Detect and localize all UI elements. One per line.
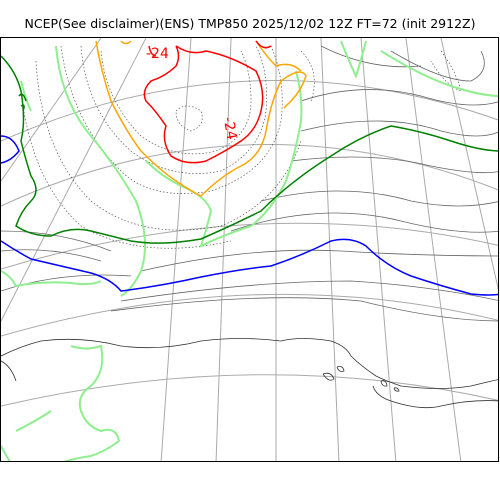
latitude-lines — [1, 80, 498, 407]
map-title: NCEP(See disclaimer)(ENS) TMP850 2025/12… — [24, 16, 476, 31]
red-isotherm — [143, 40, 272, 164]
dotted-contours — [20, 45, 462, 249]
green-isotherm — [1, 55, 498, 244]
longitude-lines — [1, 38, 498, 461]
map-panel: -24 -24 — [0, 37, 499, 462]
blue-isotherm — [1, 135, 498, 296]
contour-label-red-2: -24 — [220, 116, 240, 141]
orange-isotherm — [95, 40, 307, 197]
map-canvas: -24 -24 — [1, 38, 498, 461]
grey-contours — [1, 45, 498, 322]
light-green-isotherm — [1, 40, 498, 461]
coastlines — [1, 338, 498, 409]
contour-label-red-1: -24 — [146, 46, 169, 62]
